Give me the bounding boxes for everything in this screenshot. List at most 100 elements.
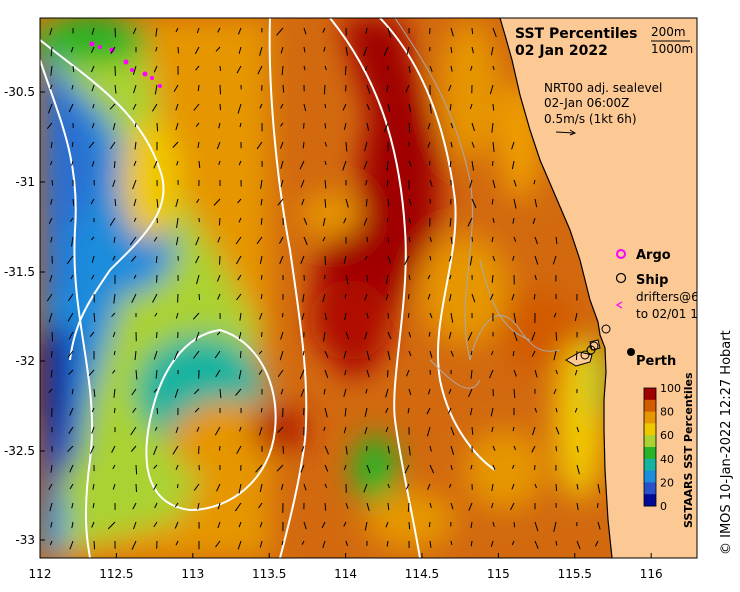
current-vector (491, 426, 494, 433)
current-vector (280, 331, 284, 340)
current-vector (387, 255, 392, 264)
current-vector (237, 103, 242, 114)
current-vector (470, 464, 473, 470)
current-vector (50, 369, 53, 378)
current-vector (217, 521, 221, 529)
current-vector (195, 122, 200, 127)
current-vectors (46, 27, 601, 550)
current-vector (345, 445, 348, 455)
colorbar-tick-label: 20 (660, 476, 674, 489)
current-vector (408, 103, 412, 113)
current-vector (49, 274, 53, 283)
ship-label: Ship (636, 273, 668, 288)
current-vector (175, 312, 179, 319)
current-vector (534, 274, 537, 281)
current-vector (134, 350, 137, 361)
current-vector (113, 407, 116, 414)
current-vector (151, 103, 158, 112)
current-vector (323, 426, 326, 432)
current-vector (471, 46, 474, 54)
current-vector (71, 160, 74, 166)
current-vector (133, 84, 137, 94)
current-vector (279, 350, 284, 361)
current-vector (69, 464, 74, 473)
current-vector (343, 464, 347, 471)
current-vector (597, 521, 601, 530)
current-vector (343, 122, 347, 130)
current-vector (534, 255, 539, 265)
argo-label: Argo (636, 248, 671, 263)
current-vector (513, 179, 517, 187)
current-vector (429, 236, 432, 242)
current-vector (345, 331, 350, 340)
current-vector (260, 198, 263, 206)
current-vector (324, 407, 328, 418)
colorbar-swatch (644, 435, 656, 448)
coastline-islands (565, 339, 601, 367)
current-vector (405, 483, 410, 490)
current-vector (109, 217, 116, 227)
current-vector (471, 236, 473, 242)
current-vector (172, 445, 179, 455)
current-vector (131, 540, 137, 550)
current-vector (407, 407, 410, 414)
current-vector (322, 236, 326, 242)
current-vector (51, 350, 53, 358)
current-vector (491, 502, 494, 509)
current-vector (366, 312, 369, 319)
current-vector (196, 274, 200, 285)
current-vector (470, 369, 473, 379)
current-vector (426, 426, 431, 437)
current-vector (323, 46, 326, 52)
current-vector (238, 217, 242, 223)
current-vector (114, 84, 117, 94)
current-vector (385, 407, 389, 414)
current-vector (279, 255, 284, 264)
current-vector (343, 350, 347, 359)
current-vector (342, 160, 347, 171)
current-vector (156, 407, 159, 415)
current-vector (93, 540, 96, 550)
current-vector (574, 369, 578, 376)
current-vector (303, 217, 308, 225)
current-vector (258, 369, 263, 375)
current-vector (135, 464, 138, 475)
current-vector (512, 426, 515, 432)
current-vector (324, 198, 327, 208)
current-vector (405, 84, 410, 93)
current-vector (512, 255, 515, 261)
current-vector (300, 388, 305, 397)
current-vector (154, 426, 158, 431)
current-vector (383, 122, 389, 133)
current-vector (50, 160, 53, 166)
current-vector (385, 426, 389, 433)
current-vector (471, 141, 475, 148)
current-vector (575, 350, 578, 361)
current-vector (467, 217, 473, 227)
current-vector (91, 407, 95, 413)
current-vector (467, 331, 473, 341)
scale-arrowhead (569, 129, 577, 136)
current-vector (113, 236, 116, 243)
current-vector (365, 388, 368, 394)
current-vector (366, 464, 371, 474)
current-vector (198, 293, 201, 301)
current-vector (427, 274, 431, 280)
contour-200-label: 200m (651, 25, 686, 39)
current-vector (113, 293, 116, 304)
current-vector (448, 407, 452, 414)
current-vector (555, 426, 560, 435)
current-vector (448, 331, 452, 339)
current-vector (258, 502, 263, 509)
current-vector (531, 331, 536, 341)
current-vector (70, 46, 74, 53)
current-vector (364, 293, 368, 301)
current-vector (513, 198, 517, 209)
current-vector (69, 217, 74, 222)
current-vector (195, 236, 200, 246)
current-vector (192, 350, 200, 359)
current-vector (489, 293, 494, 301)
current-vector (152, 293, 158, 303)
current-vector (469, 103, 473, 109)
current-vector (512, 350, 515, 357)
